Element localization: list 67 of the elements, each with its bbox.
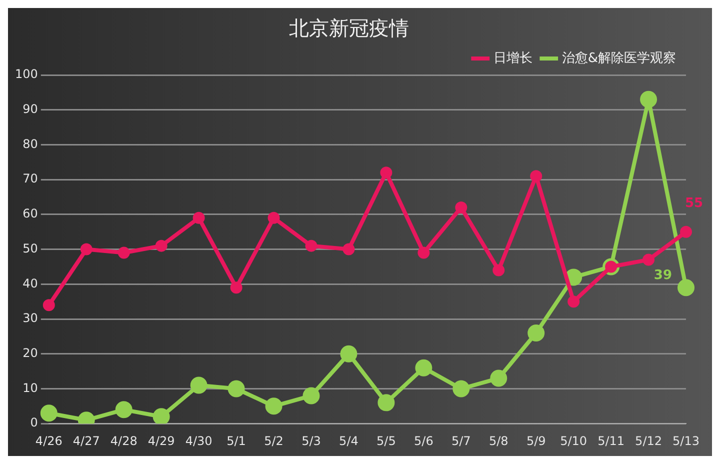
point	[80, 243, 92, 256]
y-tick-label: 80	[22, 136, 38, 151]
x-tick-label: 5/2	[264, 434, 284, 448]
point	[455, 201, 468, 214]
point	[565, 268, 582, 286]
point	[152, 408, 170, 424]
legend-label: 日增长	[493, 50, 532, 66]
point	[340, 345, 358, 362]
point	[640, 90, 658, 108]
y-tick-label: 70	[22, 172, 38, 186]
point	[492, 264, 505, 276]
point	[230, 282, 242, 294]
x-tick-label: 5/4	[339, 434, 358, 448]
x-tick-label: 5/5	[376, 434, 396, 448]
x-tick-label: 4/27	[72, 434, 100, 448]
x-tick-label: 5/13	[672, 434, 700, 448]
x-tick-label: 5/9	[526, 434, 546, 448]
legend-label: 治愈&解除医学观察	[562, 50, 676, 66]
point	[530, 170, 542, 182]
point	[302, 387, 320, 404]
chart-title: 北京新冠疫情	[289, 16, 409, 40]
x-tick-label: 4/29	[148, 434, 175, 448]
point	[678, 279, 694, 296]
point	[342, 243, 355, 256]
point	[190, 376, 208, 394]
point	[642, 254, 655, 266]
point	[42, 299, 55, 312]
point	[118, 246, 130, 259]
point	[528, 324, 545, 342]
point	[490, 370, 508, 387]
x-tick-label: 5/1	[226, 434, 246, 448]
point	[305, 240, 318, 252]
x-tick-label: 5/7	[451, 434, 471, 448]
x-tick-label: 5/6	[414, 434, 434, 448]
point	[115, 401, 132, 418]
point	[40, 404, 58, 422]
x-tick-label: 4/26	[35, 434, 62, 448]
y-tick-label: 60	[22, 206, 38, 221]
x-tick-label: 5/8	[488, 434, 508, 448]
point	[568, 296, 580, 308]
point	[452, 380, 470, 398]
point	[265, 398, 282, 415]
data-label: 39	[654, 268, 672, 284]
point	[418, 246, 430, 259]
y-tick-label: 20	[22, 346, 38, 360]
point	[155, 240, 168, 252]
data-label: 55	[684, 196, 704, 212]
point	[680, 226, 692, 238]
y-tick-label: 30	[22, 311, 38, 326]
point	[268, 212, 280, 224]
x-tick-label: 5/12	[635, 434, 662, 448]
y-tick-label: 50	[22, 241, 38, 256]
y-tick-label: 40	[22, 276, 38, 290]
point	[228, 380, 245, 398]
y-tick-label: 10	[22, 380, 38, 395]
y-tick-label: 0	[30, 416, 38, 430]
x-tick-label: 5/11	[598, 434, 625, 448]
point	[415, 359, 432, 376]
point	[378, 394, 395, 412]
y-tick-label: 90	[22, 102, 38, 116]
point	[380, 166, 392, 179]
x-tick-label: 4/28	[110, 434, 138, 448]
y-tick-label: 100	[15, 67, 38, 82]
x-tick-label: 5/10	[560, 434, 588, 448]
point	[192, 212, 205, 224]
x-tick-label: 5/3	[302, 434, 321, 448]
x-tick-label: 4/30	[185, 434, 212, 448]
